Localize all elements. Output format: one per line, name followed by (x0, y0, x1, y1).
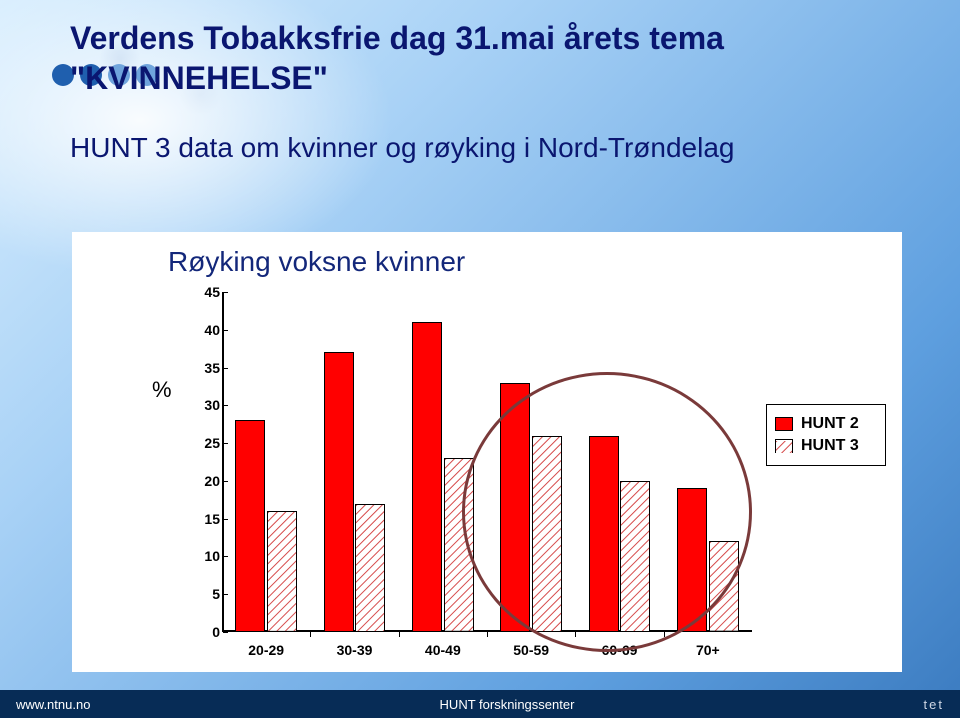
x-category-label: 40-49 (425, 642, 461, 658)
footer-left: www.ntnu.no (16, 697, 90, 712)
y-tick: 0 (212, 624, 220, 640)
y-tick: 45 (204, 284, 220, 300)
bar-hunt3 (532, 436, 562, 632)
y-axis: 051015202530354045 (180, 292, 220, 632)
x-tick-line (310, 632, 311, 637)
footer-bar: www.ntnu.no HUNT forskningssenter tet (0, 690, 960, 718)
y-tick: 25 (204, 435, 220, 451)
y-unit-label: % (152, 377, 172, 403)
bar-hunt3 (620, 481, 650, 632)
bar-hunt2 (412, 322, 442, 632)
x-category-label: 20-29 (248, 642, 284, 658)
bar-hunt3 (355, 504, 385, 632)
x-category-label: 70+ (696, 642, 720, 658)
legend-label-hunt2: HUNT 2 (801, 415, 859, 433)
legend-item-hunt2: HUNT 2 (775, 415, 877, 433)
y-tick: 20 (204, 473, 220, 489)
y-tick: 15 (204, 511, 220, 527)
x-tick-line (575, 632, 576, 637)
bar-hunt3 (267, 511, 297, 632)
bar-hunt3 (709, 541, 739, 632)
x-category-label: 50-59 (513, 642, 549, 658)
legend-label-hunt3: HUNT 3 (801, 437, 859, 455)
bar-hunt2 (235, 420, 265, 632)
y-tick: 5 (212, 586, 220, 602)
x-tick-line (664, 632, 665, 637)
slide: Verdens Tobakksfrie dag 31.mai årets tem… (0, 0, 960, 718)
bar-hunt3 (444, 458, 474, 632)
legend: HUNT 2 HUNT 3 (766, 404, 886, 466)
slide-title: Verdens Tobakksfrie dag 31.mai årets tem… (70, 18, 930, 98)
y-tick: 35 (204, 360, 220, 376)
bar-hunt2 (324, 352, 354, 632)
chart-title: Røyking voksne kvinner (168, 246, 465, 278)
bar-hunt2 (677, 488, 707, 632)
legend-swatch-hunt2 (775, 417, 793, 431)
y-tick: 10 (204, 548, 220, 564)
chart-panel: Røyking voksne kvinner % 051015202530354… (72, 232, 902, 672)
y-tick: 30 (204, 397, 220, 413)
title-line-2: "KVINNEHELSE" (70, 60, 328, 96)
legend-swatch-hunt3 (775, 439, 793, 453)
bar-hunt2 (500, 383, 530, 632)
footer-right: tet (924, 697, 944, 712)
legend-item-hunt3: HUNT 3 (775, 437, 877, 455)
title-block: Verdens Tobakksfrie dag 31.mai årets tem… (70, 18, 930, 164)
slide-subtitle: HUNT 3 data om kvinner og røyking i Nord… (70, 132, 930, 164)
x-tick-line (399, 632, 400, 637)
y-tick: 40 (204, 322, 220, 338)
footer-center: HUNT forskningssenter (440, 697, 575, 712)
bar-hunt2 (589, 436, 619, 632)
x-category-label: 60-69 (602, 642, 638, 658)
x-category-label: 30-39 (337, 642, 373, 658)
bars-layer: 20-2930-3940-4950-5960-6970+ (222, 292, 752, 632)
x-tick-line (487, 632, 488, 637)
plot-area: 051015202530354045 20-2930-3940-4950-596… (222, 292, 752, 632)
title-line-1: Verdens Tobakksfrie dag 31.mai årets tem… (70, 20, 724, 56)
